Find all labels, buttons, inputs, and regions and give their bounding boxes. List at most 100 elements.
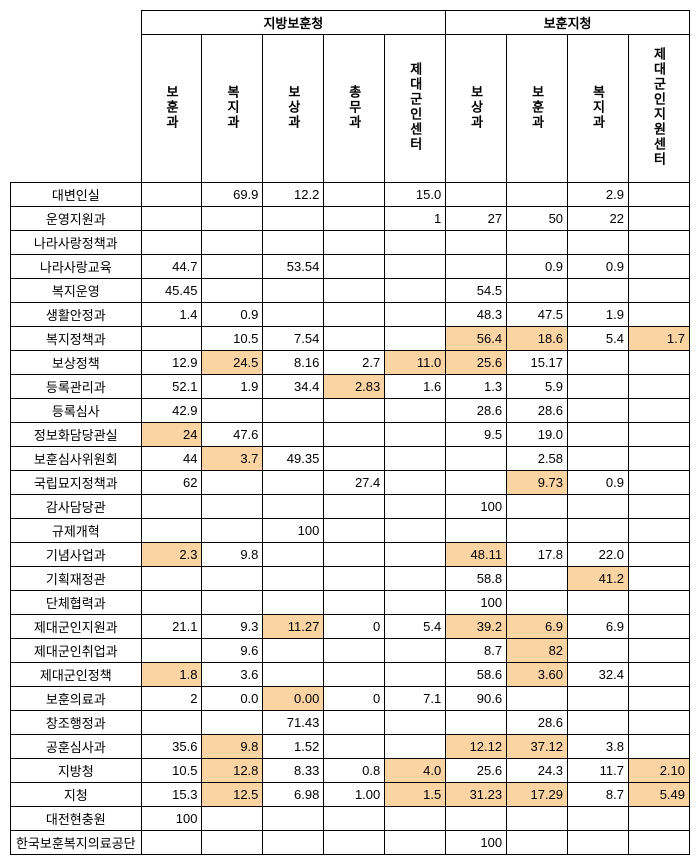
table-cell: 18.6 <box>507 327 568 351</box>
table-row: 나라사랑정책과 <box>11 231 690 255</box>
table-body: 대변인실69.912.215.02.9운영지원과1275022나라사랑정책과나라… <box>11 183 690 855</box>
table-cell <box>324 543 385 567</box>
table-cell: 7.1 <box>385 687 446 711</box>
table-cell: 1.8 <box>141 663 202 687</box>
table-cell: 100 <box>141 807 202 831</box>
table-cell: 6.98 <box>263 783 324 807</box>
col-header: 총무과 <box>324 35 385 183</box>
table-cell: 2.10 <box>628 759 689 783</box>
table-cell <box>202 807 263 831</box>
table-cell: 9.6 <box>202 639 263 663</box>
row-label: 복지정책과 <box>11 327 142 351</box>
table-cell: 15.17 <box>507 351 568 375</box>
table-cell <box>202 207 263 231</box>
table-cell <box>324 567 385 591</box>
row-label: 지방청 <box>11 759 142 783</box>
table-cell <box>141 231 202 255</box>
table-cell <box>263 639 324 663</box>
table-cell: 9.3 <box>202 615 263 639</box>
header-group-1: 지방보훈청 <box>141 11 446 35</box>
table-cell: 49.35 <box>263 447 324 471</box>
table-cell: 8.16 <box>263 351 324 375</box>
table-cell <box>202 831 263 855</box>
table-cell <box>628 687 689 711</box>
row-label: 대변인실 <box>11 183 142 207</box>
table-cell <box>141 519 202 543</box>
table-cell: 56.4 <box>446 327 507 351</box>
row-label: 규제개혁 <box>11 519 142 543</box>
table-row: 대변인실69.912.215.02.9 <box>11 183 690 207</box>
table-cell: 22.0 <box>568 543 629 567</box>
table-cell <box>628 567 689 591</box>
table-cell <box>628 279 689 303</box>
table-cell: 35.6 <box>141 735 202 759</box>
table-cell <box>324 183 385 207</box>
col-header-label: 제대군인센터 <box>406 37 425 177</box>
table-cell: 1.7 <box>628 327 689 351</box>
table-cell <box>628 735 689 759</box>
table-cell <box>628 591 689 615</box>
row-label: 기획재정관 <box>11 567 142 591</box>
table-cell: 1.4 <box>141 303 202 327</box>
table-cell <box>568 279 629 303</box>
table-cell <box>568 687 629 711</box>
table-cell <box>628 543 689 567</box>
table-cell <box>324 831 385 855</box>
table-cell: 44.7 <box>141 255 202 279</box>
table-cell: 8.7 <box>446 639 507 663</box>
table-cell: 82 <box>507 639 568 663</box>
table-cell <box>628 375 689 399</box>
table-cell <box>324 255 385 279</box>
row-label: 제대군인취업과 <box>11 639 142 663</box>
table-cell: 24 <box>141 423 202 447</box>
table-cell: 28.6 <box>507 711 568 735</box>
table-cell <box>507 231 568 255</box>
table-cell: 10.5 <box>202 327 263 351</box>
table-cell <box>385 255 446 279</box>
table-cell <box>324 327 385 351</box>
table-cell <box>628 639 689 663</box>
table-row: 제대군인지원과21.19.311.2705.439.26.96.9 <box>11 615 690 639</box>
table-cell <box>263 831 324 855</box>
table-cell: 0.9 <box>568 255 629 279</box>
table-cell <box>507 495 568 519</box>
table-cell <box>202 399 263 423</box>
table-cell: 17.8 <box>507 543 568 567</box>
table-cell <box>263 567 324 591</box>
table-cell <box>141 591 202 615</box>
col-header-label: 보훈과 <box>528 37 547 177</box>
table-cell: 22 <box>568 207 629 231</box>
table-cell <box>628 231 689 255</box>
row-label: 보훈의료과 <box>11 687 142 711</box>
table-cell <box>446 447 507 471</box>
table-cell: 69.9 <box>202 183 263 207</box>
table-cell <box>568 231 629 255</box>
table-row: 대전현충원100 <box>11 807 690 831</box>
table-row: 나라사랑교육44.753.540.90.9 <box>11 255 690 279</box>
row-label: 지청 <box>11 783 142 807</box>
table-cell <box>385 591 446 615</box>
table-row: 정보화담당관실2447.69.519.0 <box>11 423 690 447</box>
table-cell: 100 <box>263 519 324 543</box>
table-cell <box>385 447 446 471</box>
table-cell <box>324 639 385 663</box>
table-cell: 8.33 <box>263 759 324 783</box>
row-label: 등록관리과 <box>11 375 142 399</box>
table-cell: 21.1 <box>141 615 202 639</box>
table-cell: 47.5 <box>507 303 568 327</box>
table-cell <box>628 471 689 495</box>
table-cell: 12.2 <box>263 183 324 207</box>
table-cell: 48.11 <box>446 543 507 567</box>
table-row: 복지운영45.4554.5 <box>11 279 690 303</box>
table-row: 한국보훈복지의료공단100 <box>11 831 690 855</box>
table-cell: 1.3 <box>446 375 507 399</box>
table-cell <box>568 591 629 615</box>
table-cell: 15.3 <box>141 783 202 807</box>
table-cell <box>507 183 568 207</box>
table-row: 제대군인정책1.83.658.63.6032.4 <box>11 663 690 687</box>
table-cell: 32.4 <box>568 663 629 687</box>
col-header: 제대군인지원센터 <box>628 35 689 183</box>
table-cell <box>385 471 446 495</box>
row-label: 제대군인정책 <box>11 663 142 687</box>
table-cell: 42.9 <box>141 399 202 423</box>
